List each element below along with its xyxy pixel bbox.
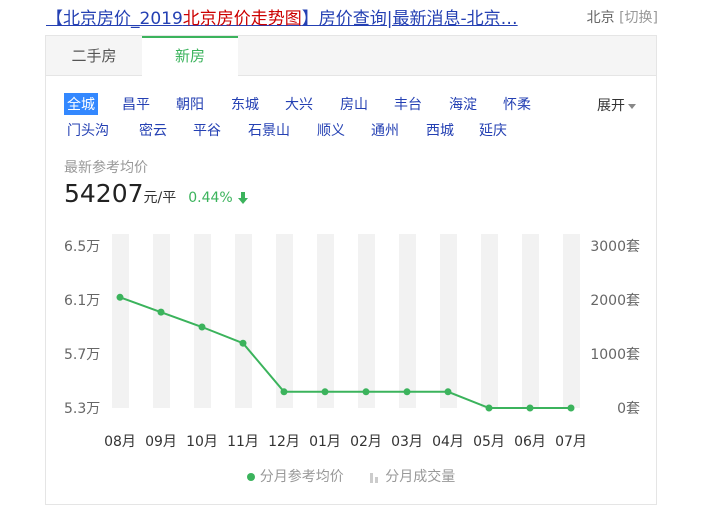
price-point bbox=[239, 339, 247, 347]
volume-bar bbox=[235, 234, 252, 408]
tab-new-home[interactable]: 新房 bbox=[142, 36, 238, 77]
x-tick-label: 01月 bbox=[309, 434, 341, 450]
x-tick-label: 05月 bbox=[473, 434, 505, 450]
district-link[interactable]: 怀柔 bbox=[503, 97, 531, 113]
caret-down-icon bbox=[628, 103, 636, 109]
legend-item-price[interactable]: 分月参考均价 bbox=[246, 466, 344, 486]
volume-bar bbox=[317, 234, 334, 408]
price-card: 二手房 新房 全城 昌平 朝阳 东城 大兴 房山 丰台 海淀 怀柔门头沟 密云 平谷 石景山 顺义 通州 西… bbox=[45, 35, 657, 505]
price-point bbox=[280, 388, 288, 396]
district-link[interactable]: 昌平 bbox=[122, 97, 150, 113]
volume-bar bbox=[194, 234, 211, 408]
city-name: 北京 bbox=[586, 10, 615, 26]
price-point bbox=[403, 388, 411, 396]
legend-item-volume[interactable]: 分月成交量 bbox=[370, 466, 455, 486]
x-tick-label: 02月 bbox=[350, 434, 382, 450]
district-link[interactable]: 延庆 bbox=[479, 123, 507, 139]
chart-legend: 分月参考均价 分月成交量 bbox=[46, 466, 656, 486]
title-part-3: 】房价查询|最新消息-北京… bbox=[301, 9, 518, 29]
city-switch-link[interactable]: [切换] bbox=[619, 10, 658, 26]
price-point bbox=[362, 388, 370, 396]
y-right-tick-label: 3000套 bbox=[590, 239, 640, 255]
volume-bar bbox=[481, 234, 498, 408]
y-left-tick-label: 5.7万 bbox=[64, 347, 100, 363]
y-right-tick-label: 2000套 bbox=[590, 293, 640, 309]
x-tick-label: 09月 bbox=[145, 434, 177, 450]
price-point bbox=[485, 404, 493, 412]
district-link[interactable]: 丰台 bbox=[394, 97, 422, 113]
x-tick-label: 08月 bbox=[104, 434, 136, 450]
district-link[interactable]: 海淀 bbox=[449, 97, 477, 113]
x-tick-label: 12月 bbox=[268, 434, 300, 450]
district-link[interactable]: 门头沟 bbox=[67, 123, 109, 139]
x-tick-label: 03月 bbox=[391, 434, 423, 450]
price-change: 0.44% bbox=[188, 190, 233, 206]
volume-bar bbox=[522, 234, 539, 408]
x-tick-label: 10月 bbox=[186, 434, 218, 450]
district-link[interactable]: 房山 bbox=[340, 97, 368, 113]
price-unit: 元/平 bbox=[143, 190, 177, 206]
volume-bar bbox=[112, 234, 129, 408]
y-left-tick-label: 6.1万 bbox=[64, 293, 100, 309]
district-link[interactable]: 西城 bbox=[426, 123, 454, 139]
volume-bar bbox=[563, 234, 580, 408]
price-point bbox=[198, 323, 206, 331]
volume-bar bbox=[399, 234, 416, 408]
x-tick-label: 11月 bbox=[227, 434, 259, 450]
price-series-line bbox=[119, 296, 571, 409]
district-link[interactable]: 密云 bbox=[139, 123, 167, 139]
price-value: 54207 bbox=[64, 179, 144, 208]
district-link[interactable]: 大兴 bbox=[285, 97, 313, 113]
expand-button[interactable]: 展开 bbox=[597, 95, 636, 115]
volume-bar bbox=[358, 234, 375, 408]
y-right-tick-label: 1000套 bbox=[590, 347, 640, 363]
title-part-1: 【北京房价_2019 bbox=[46, 9, 183, 29]
price-point bbox=[157, 308, 165, 316]
price-label: 最新参考均价 bbox=[64, 160, 148, 176]
price-point bbox=[116, 293, 124, 301]
price-trend-chart: 6.5万 6.1万 5.7万 5.3万 3000套 2000套 1000套 0套 08月 09月 1… bbox=[64, 234, 640, 450]
city-selector: 北京 [切换] bbox=[587, 7, 658, 27]
volume-bar bbox=[276, 234, 293, 408]
title-part-2-highlight: 北京房价走势图 bbox=[182, 9, 302, 29]
tab-second-hand[interactable]: 二手房 bbox=[71, 47, 117, 65]
bar-chart-icon bbox=[370, 473, 379, 483]
volume-bar bbox=[440, 234, 457, 408]
legend-dot-icon bbox=[246, 473, 255, 481]
legend-label-price: 分月参考均价 bbox=[259, 469, 344, 485]
price-point bbox=[444, 388, 452, 396]
legend-label-volume: 分月成交量 bbox=[385, 469, 456, 485]
district-link[interactable]: 全城 bbox=[64, 93, 98, 115]
district-link[interactable]: 朝阳 bbox=[176, 97, 204, 113]
district-link[interactable]: 东城 bbox=[231, 97, 259, 113]
x-tick-label: 07月 bbox=[555, 434, 587, 450]
price-point bbox=[321, 388, 329, 396]
district-link[interactable]: 顺义 bbox=[317, 123, 345, 139]
district-link[interactable]: 通州 bbox=[371, 123, 399, 139]
result-title-link[interactable]: 【北京房价_2019北京房价走势图】房价查询|最新消息-北京… bbox=[46, 4, 518, 29]
price-point bbox=[567, 404, 575, 412]
price-point bbox=[526, 404, 534, 412]
y-left-tick-label: 5.3万 bbox=[64, 401, 100, 417]
x-tick-label: 06月 bbox=[514, 434, 546, 450]
x-tick-label: 04月 bbox=[432, 434, 464, 450]
district-link[interactable]: 平谷 bbox=[193, 123, 221, 139]
price-row: 54207元/平 0.44% bbox=[64, 179, 248, 208]
volume-bar bbox=[153, 234, 170, 408]
tab-bar: 二手房 新房 bbox=[46, 36, 656, 77]
y-left-tick-label: 6.5万 bbox=[64, 239, 100, 255]
y-right-tick-label: 0套 bbox=[617, 401, 640, 417]
expand-label: 展开 bbox=[597, 98, 625, 114]
district-link[interactable]: 石景山 bbox=[248, 123, 290, 139]
arrow-down-icon bbox=[237, 191, 248, 204]
